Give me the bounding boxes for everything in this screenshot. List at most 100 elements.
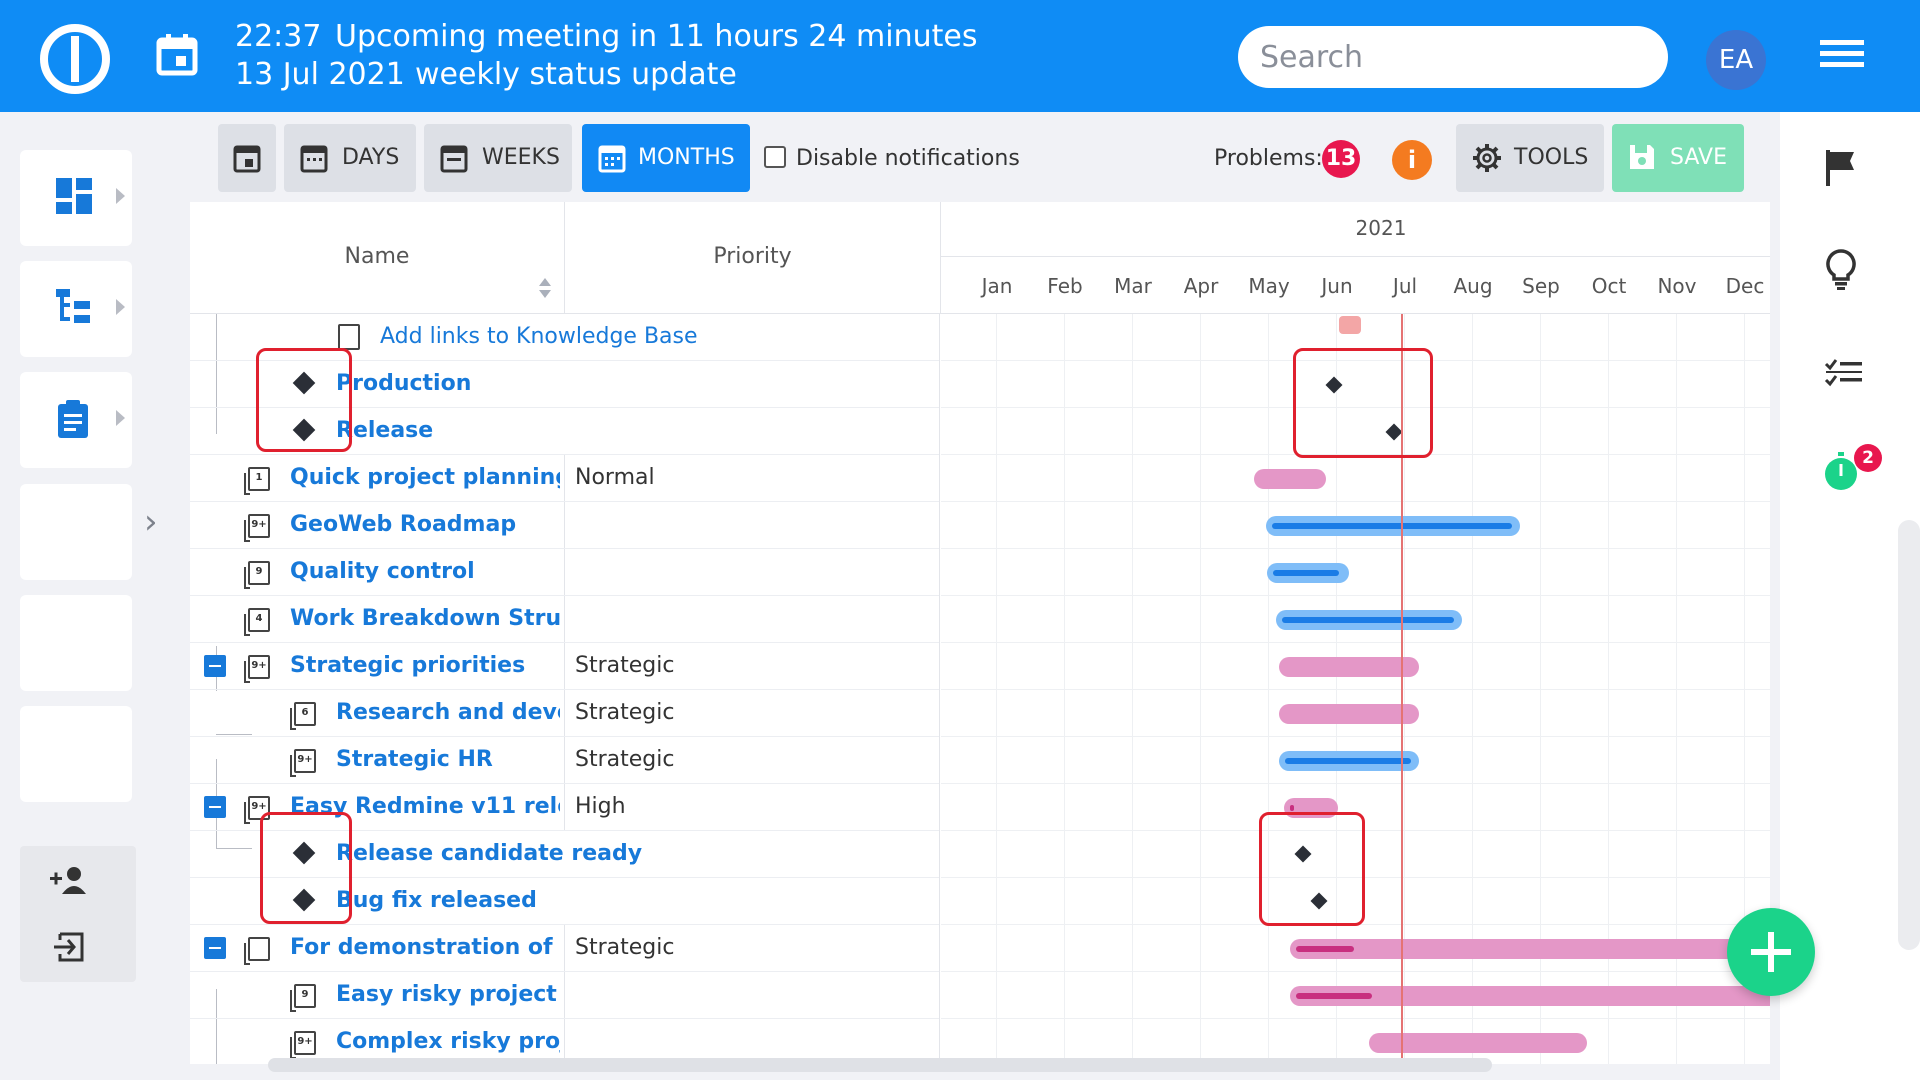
list-item[interactable]: 9 Quality control [190,549,939,596]
gantt-bar[interactable] [1290,986,1770,1006]
lightbulb-icon[interactable] [1824,248,1858,290]
task-name[interactable]: Release candidate ready [336,841,643,866]
tools-button[interactable]: TOOLS [1456,124,1604,192]
sign-in-icon[interactable] [54,932,86,962]
task-name[interactable]: GeoWeb Roadmap [290,512,517,537]
today-button[interactable] [218,124,276,192]
months-view-button[interactable]: MONTHS [582,124,750,192]
timer-icon[interactable] [1824,452,1862,492]
left-sidebar: › [0,112,175,1080]
list-item[interactable]: 1 Quick project planning Normal [190,455,939,502]
list-item[interactable]: Add links to Knowledge Base [190,314,939,361]
list-item[interactable]: 9+ GeoWeb Roadmap [190,502,939,549]
task-name[interactable]: Add links to Knowledge Base [380,324,698,349]
chevron-right-icon [116,188,125,204]
avatar[interactable]: EA [1706,30,1766,90]
grid-line [941,407,1770,408]
progress-fill [1272,523,1512,529]
task-marker[interactable] [1339,316,1361,334]
gantt-bar[interactable] [1279,751,1419,771]
project-icon: 9+ [244,514,270,542]
sidebar-item-empty-3[interactable] [20,706,132,802]
list-item[interactable]: 4 Work Breakdown Struct [190,596,939,643]
list-item[interactable]: 6 Research and devel Strategic [190,690,939,737]
project-icon: 9+ [244,796,270,824]
task-name[interactable]: Quick project planning [290,465,560,490]
collapse-toggle[interactable] [204,937,226,959]
list-item[interactable]: 9+ Complex risky proje [190,1019,939,1064]
checkbox-box[interactable] [764,146,786,168]
column-divider [564,1019,565,1064]
today-line [1401,314,1403,1064]
name-column-header[interactable]: Name [190,202,565,314]
task-name[interactable]: Quality control [290,559,475,584]
info-icon[interactable]: i [1392,140,1432,180]
expand-sidebar-icon[interactable]: › [144,502,158,542]
project-icon: 9 [290,984,316,1012]
page-scrollbar[interactable] [1898,520,1920,950]
flag-icon[interactable] [1824,148,1858,188]
horizontal-scrollbar[interactable] [268,1058,1492,1072]
list-item[interactable]: For demonstration of Ri Strategic [190,925,939,972]
list-item[interactable]: Bug fix released [190,878,939,925]
task-name[interactable]: Work Breakdown Struct [290,606,560,631]
gantt-bar[interactable] [1276,610,1462,630]
task-name[interactable]: For demonstration of Ri [290,935,560,960]
collapse-toggle[interactable] [204,655,226,677]
grid-line [941,595,1770,596]
priority-column-header[interactable]: Priority [713,244,792,269]
gantt-bar[interactable] [1279,657,1419,677]
sidebar-item-empty-2[interactable] [20,595,132,691]
progress-fill [1273,570,1339,576]
task-name[interactable]: Research and devel [336,700,560,725]
save-button[interactable]: SAVE [1612,124,1744,192]
notification-count-badge[interactable]: 2 [1854,444,1882,472]
collapse-toggle[interactable] [204,796,226,818]
priority-value: High [575,794,626,819]
task-name[interactable]: Strategic priorities [290,653,526,678]
disable-notifications-checkbox[interactable]: Disable notifications [764,146,1020,171]
sidebar-item-empty-1[interactable] [20,484,132,580]
upcoming-meeting[interactable]: 22:37 Upcoming meeting in 11 hours 24 min… [235,18,977,94]
app-logo[interactable] [40,24,110,94]
gantt-bar[interactable] [1369,1033,1587,1053]
list-item[interactable]: Release [190,408,939,455]
sidebar-item-tasks[interactable] [20,372,132,468]
chevron-right-icon [116,299,125,315]
task-name[interactable]: Production [336,371,472,396]
search-input[interactable] [1238,26,1668,88]
grid-line [941,971,1770,972]
dashboard-icon [56,178,92,214]
gantt-chart-panel: Name Priority 2021 ec Jan Feb Mar Apr May Jun J… [190,202,1770,1072]
calendar-icon[interactable] [156,34,198,76]
gantt-bar[interactable] [1266,516,1520,536]
list-item[interactable]: Release candidate ready [190,831,939,878]
sidebar-item-dashboard[interactable] [20,150,132,246]
add-user-icon[interactable] [50,866,90,894]
list-item[interactable]: 9+ Strategic priorities Strategic [190,643,939,690]
gantt-bar[interactable] [1267,563,1349,583]
list-item[interactable]: 9+ Strategic HR Strategic [190,737,939,784]
highlight-box [260,812,352,924]
weeks-view-button[interactable]: WEEKS [424,124,572,192]
add-button[interactable] [1727,908,1815,996]
month-label: Feb [1047,274,1083,298]
list-item[interactable]: Production [190,361,939,408]
problems-count-badge[interactable]: 13 [1322,140,1360,178]
task-name[interactable]: Bug fix released [336,888,537,913]
project-icon: 6 [290,702,316,730]
task-name[interactable]: Easy risky project [336,982,557,1007]
sidebar-item-structure[interactable] [20,261,132,357]
task-name[interactable]: Complex risky proje [336,1029,560,1054]
hamburger-menu-icon[interactable] [1820,40,1864,74]
task-name[interactable]: Release [336,418,434,443]
task-name[interactable]: Strategic HR [336,747,493,772]
days-view-button[interactable]: DAYS [284,124,416,192]
list-item[interactable]: 9 Easy risky project [190,972,939,1019]
highlight-box [1293,348,1433,458]
checklist-icon[interactable] [1824,356,1864,390]
gantt-bar[interactable] [1279,704,1419,724]
gantt-bar[interactable] [1290,939,1770,959]
gantt-bar[interactable] [1254,469,1326,489]
sort-icon[interactable] [538,276,552,300]
